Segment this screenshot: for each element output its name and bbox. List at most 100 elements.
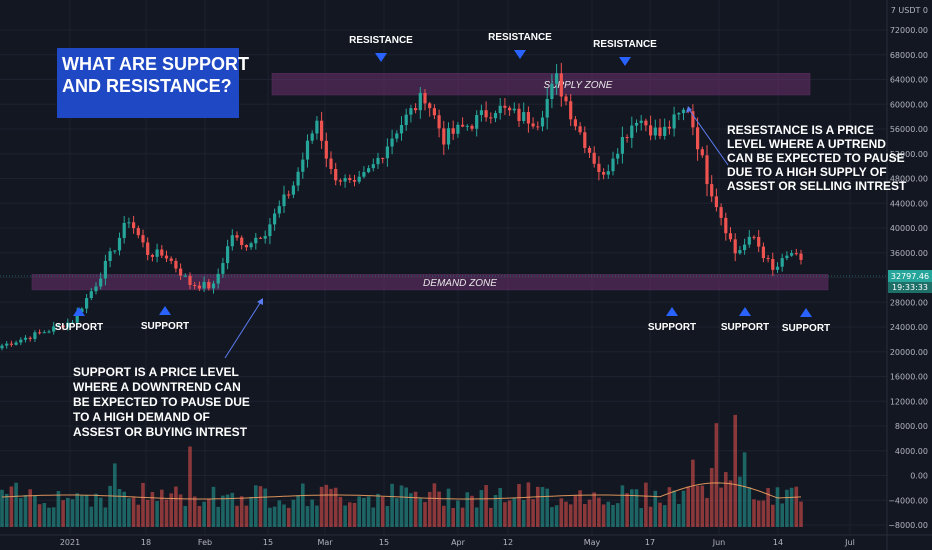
volume-bar xyxy=(150,491,155,527)
volume-bar xyxy=(413,491,418,527)
candle-body xyxy=(282,194,286,207)
candle-body xyxy=(127,222,131,224)
candle-body xyxy=(348,178,352,180)
volume-bar xyxy=(799,501,803,527)
volume-bar xyxy=(380,496,385,527)
candle-body xyxy=(221,263,225,274)
candle-body xyxy=(550,83,554,99)
candle-body xyxy=(197,285,201,289)
volume-bar xyxy=(479,490,484,527)
candle-body xyxy=(691,111,695,128)
time-tick-label: 17 xyxy=(645,538,655,547)
volume-bar xyxy=(268,507,272,527)
candle-body xyxy=(710,184,714,197)
volume-bar xyxy=(724,472,728,527)
time-tick-label: 18 xyxy=(141,538,151,547)
volume-bar xyxy=(371,507,376,527)
volume-bar xyxy=(442,505,446,527)
candle-body xyxy=(672,114,676,129)
resistance-explanation-line: CAN BE EXPECTED TO PAUSE xyxy=(727,151,905,165)
time-tick-label: 2021 xyxy=(60,538,80,547)
support-arrow-icon xyxy=(739,307,751,316)
time-tick-label: Jul xyxy=(844,538,855,547)
candle-body xyxy=(169,258,173,261)
candle-body xyxy=(761,246,765,259)
title-line-2: AND RESISTANCE? xyxy=(62,76,232,96)
volume-bar xyxy=(390,483,394,527)
volume-bar xyxy=(709,468,714,527)
candle-body xyxy=(569,101,573,120)
candle-body xyxy=(743,244,747,251)
candle-body xyxy=(790,253,794,256)
volume-bar xyxy=(639,508,643,527)
candle-body xyxy=(296,171,300,186)
price-tick-label: 44000.00 xyxy=(890,199,928,208)
volume-bar xyxy=(592,492,596,527)
candle-body xyxy=(540,117,545,127)
candle-body xyxy=(681,109,686,114)
volume-bar xyxy=(460,507,465,527)
volume-bar xyxy=(169,493,173,527)
volume-bar xyxy=(178,494,183,527)
candle-body xyxy=(5,343,9,346)
candle-body xyxy=(160,249,164,256)
volume-bar xyxy=(183,505,188,527)
candle-body xyxy=(94,286,98,292)
volume-bar xyxy=(695,485,700,527)
support-explanation-line: TO A HIGH DEMAND OF xyxy=(73,410,210,424)
candle-body xyxy=(649,125,653,136)
candle-body xyxy=(338,180,342,182)
volume-bar xyxy=(672,490,676,527)
volume-bar xyxy=(742,452,747,527)
time-tick-label: 14 xyxy=(773,538,783,547)
support-pointer-icon xyxy=(257,298,263,305)
candle-body xyxy=(747,236,751,245)
volume-bar xyxy=(286,507,291,527)
volume-bar xyxy=(254,485,258,527)
price-tick-label: 60000.00 xyxy=(890,100,928,109)
candle-body xyxy=(80,308,84,313)
candle-body xyxy=(775,266,780,270)
volume-bar xyxy=(42,502,47,527)
resistance-arrow-icon xyxy=(514,50,526,59)
volume-bar xyxy=(66,497,70,527)
volume-bar xyxy=(211,486,216,527)
volume-bar xyxy=(409,493,413,527)
volume-bar xyxy=(108,485,112,527)
volume-bar xyxy=(573,495,578,527)
candle-body xyxy=(461,124,465,127)
candle-body xyxy=(658,127,662,136)
volume-bar xyxy=(239,496,244,527)
volume-bar xyxy=(329,488,333,527)
volume-bar xyxy=(550,507,554,527)
support-explanation-line: ASSEST OR BUYING INTREST xyxy=(73,425,248,439)
support-explanation-line: WHERE A DOWNTREND CAN xyxy=(73,380,241,394)
candle-body xyxy=(456,124,460,134)
candle-body xyxy=(150,254,154,257)
countdown-tag xyxy=(888,282,932,293)
price-tick-label: 4000.00 xyxy=(895,447,928,456)
volume-bar xyxy=(113,463,117,527)
candle-body xyxy=(428,103,432,109)
volume-bar xyxy=(291,499,296,527)
volume-bar xyxy=(362,497,366,527)
candle-body xyxy=(14,342,18,345)
volume-bar xyxy=(395,498,399,527)
price-tick-label: 8000.00 xyxy=(895,422,928,431)
candle-body xyxy=(28,337,32,339)
volume-bar xyxy=(648,506,653,527)
candle-body xyxy=(484,110,488,118)
candle-body xyxy=(446,128,451,145)
volume-bar xyxy=(437,491,441,527)
candle-body xyxy=(33,332,37,339)
resistance-explanation-line: RESESTANCE IS A PRICE xyxy=(727,123,874,137)
price-tick-label: 36000.00 xyxy=(890,249,928,258)
volume-bar xyxy=(225,494,230,527)
volume-bar xyxy=(432,483,437,527)
candle-body xyxy=(724,217,728,234)
volume-bar xyxy=(9,486,14,527)
volume-bar xyxy=(56,490,61,527)
candle-body xyxy=(620,137,624,154)
candle-body xyxy=(174,260,178,269)
